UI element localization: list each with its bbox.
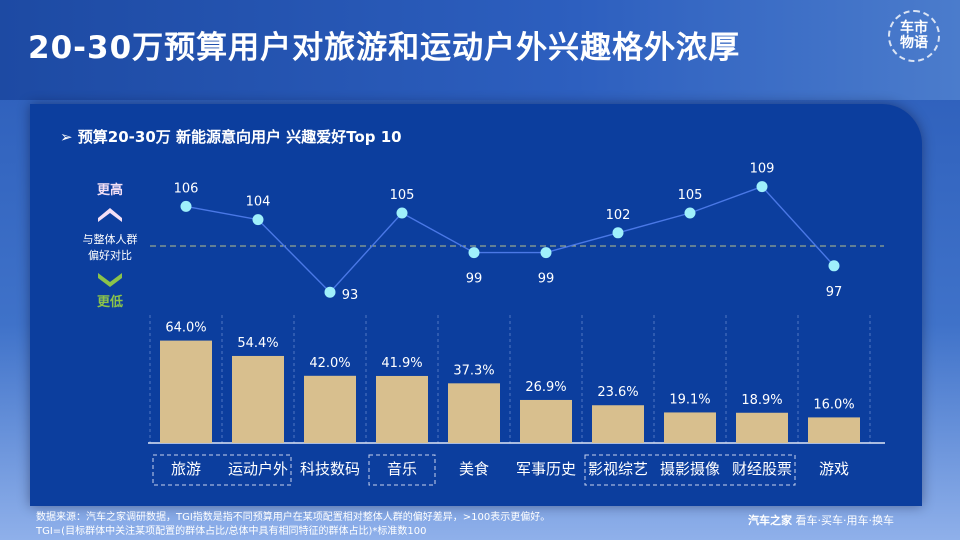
tgi-label: 105 (678, 188, 703, 203)
category-label: 科技数码 (300, 460, 360, 478)
tgi-label: 97 (826, 285, 843, 300)
chevron-up-icon (98, 208, 122, 222)
bar (592, 405, 644, 443)
category-label: 影视综艺 (588, 460, 648, 478)
tgi-label: 93 (342, 288, 359, 303)
bar (448, 383, 500, 443)
tgi-label: 109 (750, 162, 775, 177)
bar-value-label: 26.9% (525, 380, 566, 395)
tgi-line (185, 185, 835, 294)
bar (304, 375, 356, 443)
bar-value-label: 64.0% (165, 321, 206, 336)
brand-name: 汽车之家 (748, 514, 792, 527)
category-label: 音乐 (387, 460, 417, 478)
brand-footer: 汽车之家 看车·买车·用车·换车 (748, 512, 894, 528)
header-band (0, 0, 960, 100)
tgi-label: 102 (606, 208, 631, 223)
tgi-point (756, 181, 768, 193)
highlight-box (584, 454, 796, 486)
bar-value-label: 54.4% (237, 336, 278, 351)
bar (664, 412, 716, 443)
category-label: 财经股票 (732, 460, 792, 478)
tgi-point (468, 247, 480, 259)
bar-value-label: 19.1% (669, 392, 710, 407)
legend-compare-1: 与整体人群 (83, 232, 138, 246)
bar-value-label: 41.9% (381, 356, 422, 371)
category-label: 美食 (459, 460, 489, 478)
tgi-label: 104 (246, 195, 271, 210)
page-title: 20-30万预算用户对旅游和运动户外兴趣格外浓厚 (28, 30, 741, 66)
bar-value-label: 37.3% (453, 363, 494, 378)
footer-formula: TGI=(目标群体中关注某项配置的群体占比/总体中具有相同特征的群体占比)*标准… (36, 526, 427, 537)
bar-value-label: 18.9% (741, 393, 782, 408)
bar (736, 412, 788, 443)
logo: 车市 物语 (888, 10, 940, 62)
legend-higher: 更高 (97, 182, 123, 198)
tgi-point (324, 286, 336, 298)
category-label: 摄影摄像 (660, 460, 720, 478)
bar (232, 355, 284, 443)
chevron-down-icon (98, 273, 122, 287)
tgi-point (540, 247, 552, 259)
tgi-point (684, 207, 696, 219)
brand-tagline: 看车·买车·用车·换车 (792, 514, 894, 527)
chart-subtitle: ➢ 预算20-30万 新能源意向用户 兴趣爱好Top 10 (60, 128, 402, 146)
legend-lower: 更低 (97, 294, 123, 310)
tgi-label: 99 (466, 272, 483, 287)
bar (160, 340, 212, 443)
category-label: 游戏 (819, 460, 849, 478)
tgi-point (252, 214, 264, 226)
tgi-point (828, 260, 840, 272)
bar (808, 417, 860, 443)
legend-compare-2: 偏好对比 (88, 248, 132, 262)
bar (376, 375, 428, 443)
bar-value-label: 23.6% (597, 385, 638, 400)
bar (520, 399, 572, 443)
category-label: 旅游 (171, 460, 201, 478)
highlight-box (368, 454, 436, 486)
tgi-point (612, 227, 624, 239)
bar-value-label: 42.0% (309, 356, 350, 371)
category-label: 运动户外 (228, 460, 288, 478)
tgi-point (396, 207, 408, 219)
category-label: 军事历史 (516, 460, 576, 478)
bar-value-label: 16.0% (813, 397, 854, 412)
tgi-label: 99 (538, 272, 555, 287)
tgi-point (180, 200, 192, 212)
tgi-label: 105 (390, 188, 415, 203)
footer-source: 数据来源：汽车之家调研数据，TGI指数是指不同预算用户在某项配置相对整体人群的偏… (36, 512, 551, 523)
tgi-label: 106 (174, 181, 199, 196)
